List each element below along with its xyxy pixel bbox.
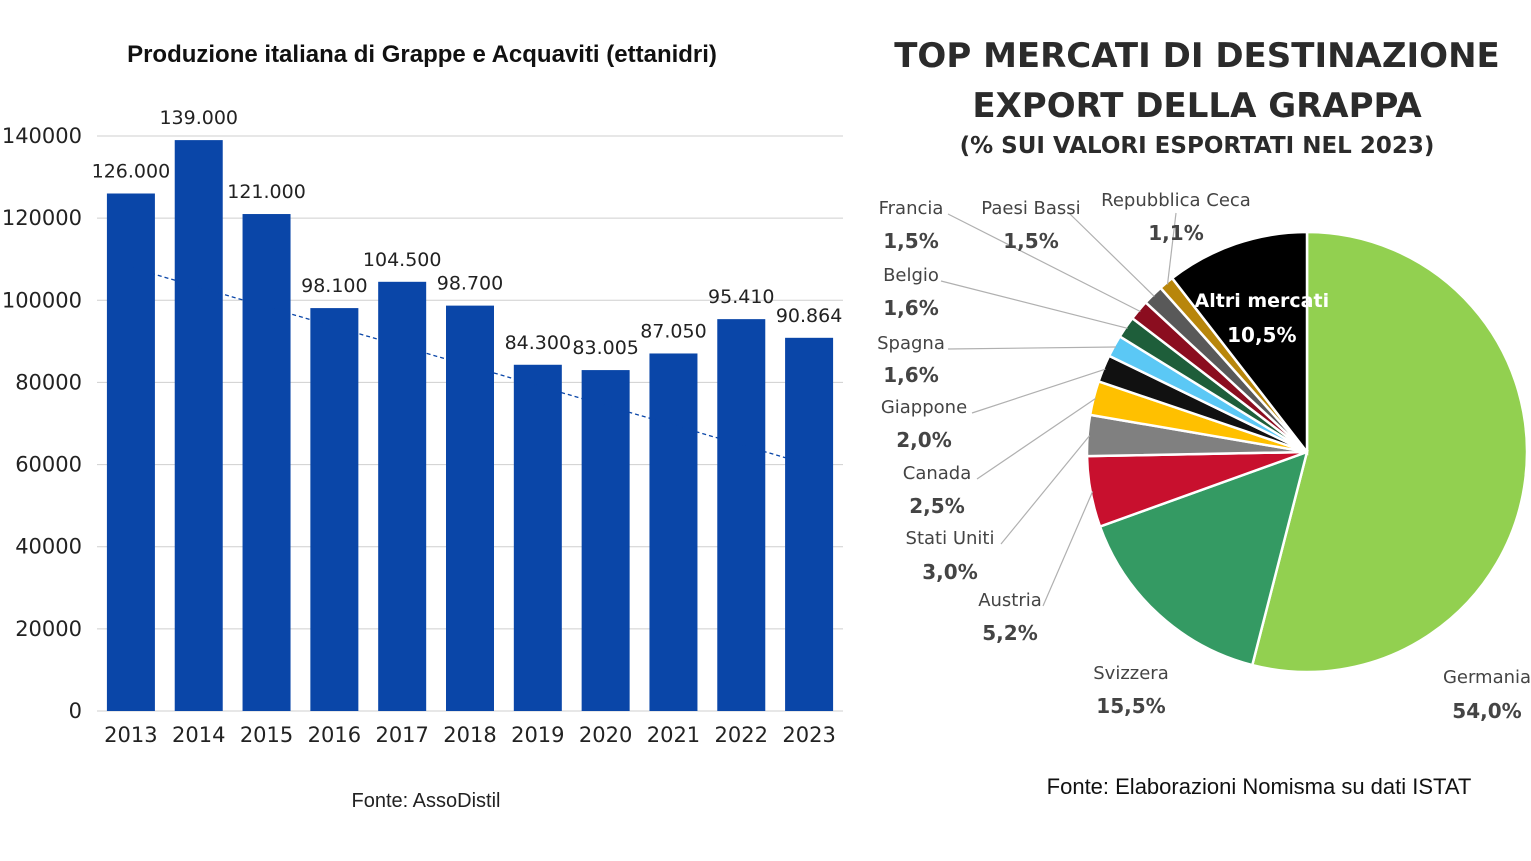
pie-label-name: Paesi Bassi	[981, 198, 1080, 219]
pie-label-name: Altri mercati	[1195, 290, 1330, 312]
pie-label-value: 3,0%	[922, 560, 977, 584]
y-tick-label: 100000	[2, 288, 82, 312]
pie-label-value: 2,5%	[909, 494, 964, 518]
leader-line	[971, 368, 1106, 414]
y-tick-label: 60000	[15, 453, 82, 477]
bar-chart: Produzione italiana di Grappe e Acquavit…	[2, 41, 843, 812]
x-tick-label: 2014	[172, 723, 225, 747]
x-tick-label: 2023	[782, 723, 835, 747]
y-tick-label: 40000	[15, 535, 82, 559]
pie-label-name: Francia	[879, 198, 944, 219]
pie-chart-title-line-2: EXPORT DELLA GRAPPA	[972, 86, 1422, 126]
leader-line	[940, 280, 1128, 329]
data-label-2021: 87.050	[640, 320, 706, 342]
pie-label-value: 1,6%	[883, 296, 938, 320]
data-label-2020: 83.005	[572, 337, 638, 359]
pie-chart-slices	[1085, 230, 1529, 674]
pie-label-name: Spagna	[877, 333, 945, 354]
x-tick-label: 2017	[375, 723, 428, 747]
bar-chart-source: Fonte: AssoDistil	[352, 790, 501, 812]
pie-label-name: Canada	[903, 463, 972, 484]
data-label-2016: 98.100	[301, 275, 367, 297]
data-label-2018: 98.700	[437, 273, 503, 295]
pie-chart: TOP MERCATI DI DESTINAZIONE EXPORT DELLA…	[877, 36, 1531, 799]
y-tick-label: 140000	[2, 124, 82, 148]
bar-2013	[106, 193, 155, 711]
bar-2014	[174, 140, 223, 711]
x-tick-label: 2021	[647, 723, 700, 747]
data-label-2015: 121.000	[227, 181, 306, 203]
bar-2018	[446, 305, 494, 711]
data-label-2019: 84.300	[505, 332, 571, 354]
data-label-2013: 126.000	[92, 161, 171, 183]
slice-altri-mercati	[1170, 230, 1309, 456]
slice-germania	[1250, 230, 1529, 674]
bar-2022	[717, 319, 766, 711]
data-label-2023: 90.864	[776, 305, 842, 327]
bar-chart-bars	[106, 140, 834, 712]
bar-2023	[785, 337, 834, 711]
data-label-2017: 104.500	[363, 249, 442, 271]
pie-chart-labels: Germania 54,0% Svizzera 15,5% Austria 5,2% Sta…	[877, 190, 1531, 723]
pie-label-name: Giappone	[881, 397, 967, 418]
pie-label-value: 5,2%	[982, 621, 1037, 645]
x-tick-label: 2015	[240, 723, 293, 747]
x-tick-label: 2018	[443, 723, 496, 747]
data-label-2014: 139.000	[159, 107, 238, 129]
bar-chart-data-labels: 126.000 139.000 121.000 98.100 104.50098.700…	[92, 107, 843, 359]
bar-2015	[242, 214, 291, 712]
bar-chart-y-axis: 0 20000 40000 60000 80000 100000 120000 140000	[2, 124, 82, 723]
pie-label-value: 1,6%	[883, 363, 938, 387]
x-tick-label: 2020	[579, 723, 632, 747]
x-tick-label: 2022	[715, 723, 768, 747]
leader-line	[947, 346, 1117, 350]
leader-line	[947, 213, 1141, 313]
trend-line	[130, 266, 810, 466]
bar-chart-title: Produzione italiana di Grappe e Acquavit…	[127, 41, 717, 68]
bar-2016	[310, 308, 359, 711]
pie-chart-subtitle: (% SUI VALORI ESPORTATI NEL 2023)	[960, 133, 1435, 159]
bar-2019	[513, 364, 562, 711]
pie-label-value: 10,5%	[1227, 323, 1296, 347]
leader-line	[1000, 435, 1091, 545]
pie-label-value: 1,5%	[883, 229, 938, 253]
pie-label-value: 1,5%	[1003, 229, 1058, 253]
data-label-2022: 95.410	[708, 286, 774, 308]
pie-label-name: Germania	[1443, 667, 1531, 688]
pie-chart-source: Fonte: Elaborazioni Nomisma su dati ISTA…	[1047, 774, 1472, 799]
y-tick-label: 20000	[15, 617, 82, 641]
x-tick-label: 2019	[511, 723, 564, 747]
bar-chart-trendline	[130, 266, 810, 466]
pie-label-value: 2,0%	[896, 428, 951, 452]
pie-label-value: 15,5%	[1096, 694, 1165, 718]
x-tick-label: 2013	[104, 723, 157, 747]
leader-line	[1042, 491, 1094, 607]
y-tick-label: 80000	[15, 370, 82, 394]
pie-chart-title-line-1: TOP MERCATI DI DESTINAZIONE	[894, 36, 1500, 76]
leader-line	[976, 397, 1097, 480]
y-tick-label: 120000	[2, 206, 82, 230]
slice-svizzera	[1098, 450, 1309, 667]
bar-2020	[581, 370, 630, 711]
pie-label-name: Svizzera	[1093, 663, 1168, 684]
bar-2017	[378, 281, 427, 711]
pie-chart-leader-lines	[940, 212, 1177, 607]
leader-line	[1166, 212, 1177, 285]
y-tick-label: 0	[69, 699, 82, 723]
bar-2021	[649, 353, 698, 711]
pie-label-value: 54,0%	[1452, 699, 1521, 723]
bar-chart-x-axis: 2013 2014 2015 2016 2017 2018 2019 2020 2021 2022…	[104, 723, 836, 747]
pie-label-name: Belgio	[883, 265, 939, 286]
leader-line	[1069, 213, 1155, 297]
pie-label-name: Repubblica Ceca	[1101, 190, 1251, 211]
pie-label-name: Stati Uniti	[906, 528, 995, 549]
pie-label-value: 1,1%	[1148, 221, 1203, 245]
x-tick-label: 2016	[308, 723, 361, 747]
pie-label-name: Austria	[978, 590, 1042, 611]
